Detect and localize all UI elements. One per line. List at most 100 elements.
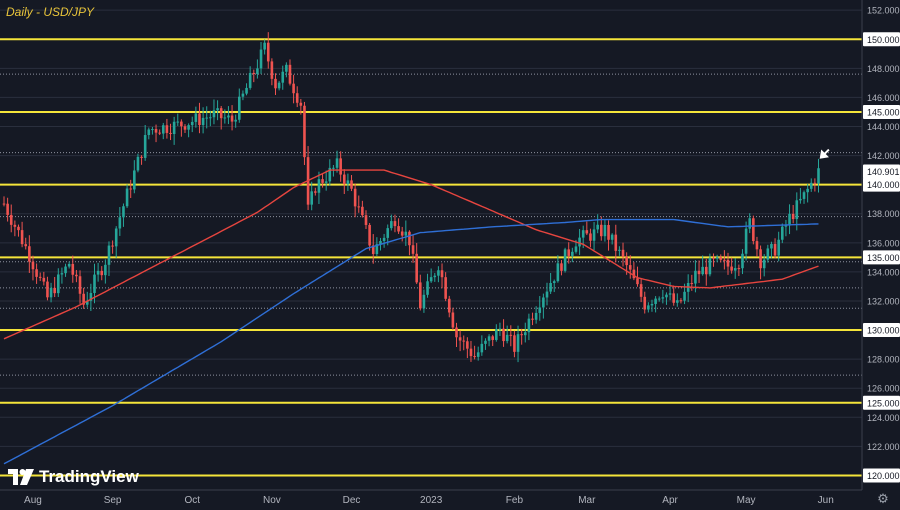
candle-body [719,257,723,260]
candle-body [777,239,780,256]
candle-body [458,337,462,341]
candle-body [502,328,505,342]
candle-body [676,300,679,303]
candle-body [53,287,56,294]
candle-body [216,108,219,111]
candle-body [361,206,364,216]
candle-body [397,226,400,232]
candle-body [715,257,719,259]
candle-body [730,266,733,271]
time-tick-label: May [737,495,756,506]
candle-body [252,72,256,74]
candle-body [429,277,433,282]
candle-body [784,225,788,227]
candle-body [781,226,784,240]
candle-body [375,244,379,254]
price-tick-label: 134.000 [867,267,900,277]
candle-body [531,318,534,320]
candle-body [809,182,813,189]
candle-body [114,228,118,247]
candle-body [154,129,158,133]
price-tick-label: 128.000 [867,355,900,365]
candle-body [393,221,397,227]
candle-body [422,294,426,309]
candle-body [625,256,628,266]
candle-body [704,266,708,275]
candle-body [589,233,592,241]
candle-body [400,231,404,236]
candle-body [314,191,317,193]
candle-body [2,203,6,205]
candle-body [404,231,408,236]
candle-body [408,231,411,246]
candle-body [411,245,415,254]
price-tick-label: 126.000 [867,384,900,394]
candle-body [263,42,266,50]
candle-body [480,343,484,353]
candle-body [549,283,552,292]
candle-body [292,83,295,94]
candle-body [205,117,209,119]
candle-body [357,206,361,208]
tradingview-logo-icon [8,469,34,485]
candle-body [256,68,259,74]
candle-body [350,180,353,189]
candle-body [487,336,491,341]
candle-body [654,298,657,304]
gear-icon[interactable]: ⚙ [877,492,889,507]
candle-body [190,121,194,126]
candle-body [712,257,715,259]
price-tick-label: 140.901 [867,167,900,177]
candle-body [277,82,281,89]
candle-body [321,179,324,183]
candle-body [766,248,770,260]
candle-body [104,264,107,276]
candle-body [799,198,802,201]
candle-body [165,125,169,133]
candle-body [71,263,75,275]
candle-body [332,167,335,169]
time-tick-label: Aug [24,495,42,506]
time-tick-label: Apr [662,495,678,506]
candle-body [437,270,440,276]
candle-body [647,305,650,310]
price-tick-label: 150.000 [867,35,900,45]
candle-body [795,200,799,220]
price-axis[interactable]: 120.000 122.000 124.000 125.000 126.000 128.0… [861,0,900,510]
time-tick-label: Oct [184,495,200,506]
candle-body [194,113,198,122]
arrow-pointer-icon [819,148,830,159]
candle-body [755,241,759,250]
chart-title: Daily - USD/JPY [6,5,95,19]
price-tag-bg [863,164,900,179]
candle-body [241,93,245,97]
time-axis[interactable]: Aug Sep Oct Nov Dec 2023 Feb Mar Apr May Jun [0,489,862,506]
candle-body [473,356,476,358]
candle-body [209,117,212,119]
brand-name: TradingView [39,467,139,486]
candle-body [552,281,556,284]
candle-body [303,105,306,158]
candle-body [466,341,469,349]
candle-body [13,224,17,227]
moving-average-slow [3,218,819,465]
candle-body [82,293,85,305]
price-tick-label: 124.000 [867,413,900,423]
candle-body [505,334,509,342]
moving-average-fast [3,169,819,340]
candle-body [708,257,712,275]
candle-body [538,307,542,313]
candle-body [227,115,230,118]
candle-body [158,132,161,134]
candle-body [534,312,538,320]
candle-body [129,188,132,190]
candle-body [556,263,560,282]
candle-body [342,174,346,185]
candle-body [672,293,675,303]
candle-body [9,214,13,225]
candle-body [697,270,701,275]
candle-body [140,156,143,158]
candle-body [281,71,285,83]
candle-body [585,230,589,234]
